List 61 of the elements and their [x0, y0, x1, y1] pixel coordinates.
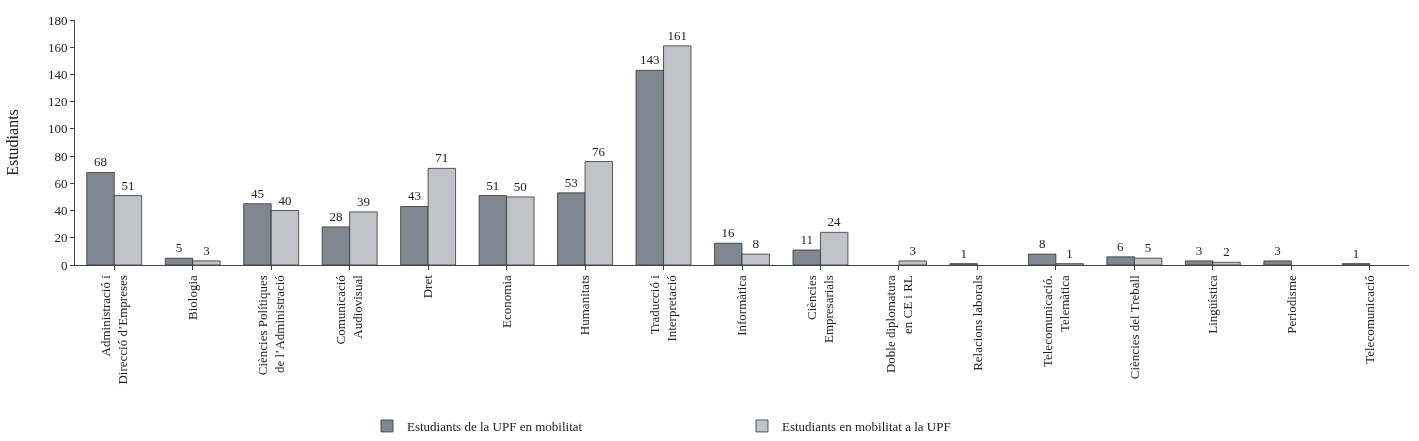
y-tick-label: 0 [60, 257, 68, 273]
x-tick-label: Economia [498, 274, 514, 328]
data-label: 16 [721, 225, 736, 241]
data-label: 1 [1352, 245, 1360, 261]
bar [898, 260, 927, 265]
x-tick-label: Traducció i Interpretació [647, 274, 680, 342]
y-tick-label: 80 [54, 148, 68, 164]
y-tick-label: 160 [47, 39, 68, 55]
legend-label: Estudiants de la UPF en mobilitat [407, 419, 583, 435]
y-tick-label: 140 [47, 66, 68, 82]
x-tick-label: Administració i Direcció d’Empreses [98, 274, 130, 385]
x-tick-label: Periodisme [1283, 274, 1299, 334]
data-label: 51 [121, 177, 135, 193]
data-label: 3 [1195, 242, 1203, 258]
data-label: 3 [203, 242, 210, 258]
data-label: 24 [827, 214, 841, 230]
data-label: 6 [1117, 238, 1125, 254]
data-label: 76 [592, 143, 606, 159]
data-label: 50 [513, 178, 527, 194]
data-label: 68 [94, 154, 107, 170]
y-axis-title: Estudiants [3, 109, 21, 176]
data-label: 43 [407, 188, 421, 204]
x-tick-label: Telecomunicació. Telemàtica [1039, 274, 1072, 368]
y-tick-label: 120 [47, 94, 68, 110]
data-label: 1 [1066, 245, 1073, 261]
x-tick-label: Relacions laborals [969, 275, 985, 371]
data-label: 53 [564, 174, 578, 190]
x-tick-label: Dret [420, 274, 436, 299]
data-label: 8 [752, 236, 759, 252]
y-tick-label: 180 [47, 12, 68, 28]
data-label: 51 [486, 177, 500, 193]
data-label: 28 [329, 208, 343, 224]
legend-label: Estudiants en mobilitat a la UPF [782, 419, 951, 435]
data-label: 3 [909, 242, 916, 258]
x-tick-label: Telecomunicació [1361, 275, 1377, 364]
x-tick-label: Humanitats [577, 275, 593, 336]
x-tick-label: Doble diplomatura en CE i RL [882, 274, 915, 374]
data-label: 5 [1144, 240, 1152, 256]
y-tick-label: 20 [54, 230, 68, 246]
y-tick-label: 100 [47, 121, 68, 137]
x-tick-label: Biologia [184, 274, 200, 320]
data-label: 40 [278, 192, 292, 208]
data-label: 45 [250, 185, 264, 201]
data-label: 3 [1274, 242, 1281, 258]
x-tick-label: Lingüística [1205, 274, 1221, 334]
data-label: 5 [175, 240, 183, 256]
data-label: 161 [667, 27, 688, 43]
y-tick-label: 40 [54, 203, 68, 219]
data-label: 2 [1223, 244, 1230, 260]
y-tick-label: 60 [54, 175, 68, 191]
data-label: 11 [800, 232, 814, 248]
x-tick-label: Ciències Polítiques de l’Administració [254, 275, 287, 376]
x-tick-label: Informàtica [734, 274, 750, 336]
x-tick-label: Ciències Empresarials [804, 275, 837, 344]
data-label: 71 [435, 150, 449, 166]
data-label: 1 [960, 245, 967, 261]
data-label: 39 [356, 193, 370, 209]
data-label: 8 [1038, 236, 1046, 252]
data-label: 143 [640, 52, 660, 68]
bar [1263, 260, 1292, 265]
x-tick-label: Ciències del Treball [1126, 274, 1142, 380]
